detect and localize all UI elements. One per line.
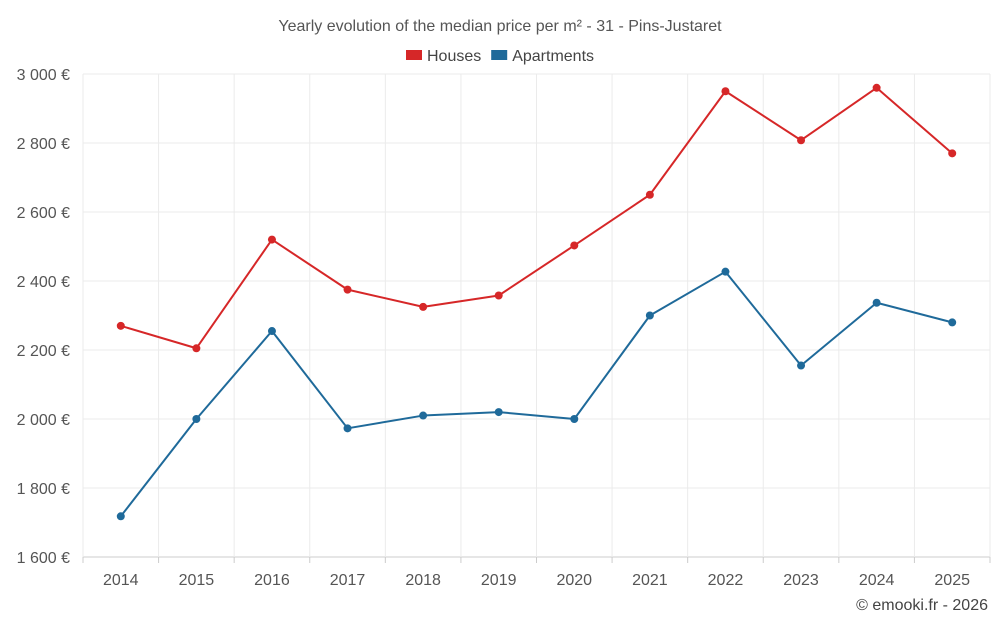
legend-label: Houses — [427, 48, 481, 65]
y-tick-label: 2 000 € — [17, 412, 70, 429]
data-point-apartments[interactable] — [192, 415, 201, 423]
legend-label: Apartments — [512, 48, 594, 65]
data-point-apartments[interactable] — [494, 408, 503, 417]
y-tick-label: 1 800 € — [17, 481, 70, 498]
data-point-apartments[interactable] — [267, 327, 276, 336]
data-point-houses[interactable] — [797, 136, 806, 145]
data-point-apartments[interactable] — [116, 512, 125, 521]
data-point-apartments[interactable] — [570, 415, 579, 423]
data-point-houses[interactable] — [645, 190, 654, 199]
data-point-houses[interactable] — [948, 149, 957, 158]
data-point-houses[interactable] — [419, 302, 428, 311]
y-tick-label: 2 600 € — [17, 205, 70, 222]
series — [116, 83, 957, 521]
data-point-houses[interactable] — [343, 285, 352, 294]
y-tick-label: 3 000 € — [17, 67, 70, 84]
data-point-houses[interactable] — [570, 241, 579, 250]
y-tick-label: 2 800 € — [17, 136, 70, 153]
series-houses — [116, 83, 957, 353]
grid — [82, 73, 991, 563]
x-tick-label: 2014 — [103, 572, 139, 589]
x-tick-label: 2017 — [330, 572, 366, 589]
data-point-houses[interactable] — [267, 235, 276, 244]
x-tick-label: 2025 — [934, 572, 970, 589]
y-tick-label: 1 600 € — [17, 550, 70, 567]
legend-swatch — [406, 50, 422, 60]
data-point-apartments[interactable] — [721, 267, 730, 276]
x-tick-label: 2015 — [179, 572, 215, 589]
series-line-houses — [120, 86, 953, 350]
chart-title: Yearly evolution of the median price per… — [278, 18, 722, 35]
data-point-apartments[interactable] — [645, 311, 654, 320]
credit-text: © emooki.fr - 2026 — [856, 597, 988, 614]
data-point-houses[interactable] — [721, 87, 730, 96]
data-point-apartments[interactable] — [948, 318, 957, 327]
data-point-houses[interactable] — [116, 321, 125, 330]
legend-item-apartments[interactable]: Apartments — [491, 48, 594, 65]
y-axis-ticks: 1 600 € 1 800 € 2 000 € 2 200 € 2 400 € 2 600… — [17, 67, 70, 567]
data-point-apartments[interactable] — [797, 361, 806, 370]
y-tick-label: 2 200 € — [17, 343, 70, 360]
x-axis-ticks: 2014 2015 2016 2017 2018 2019 2020 2021 2022 2023… — [103, 572, 970, 589]
x-tick-label: 2018 — [405, 572, 441, 589]
data-point-houses[interactable] — [872, 83, 881, 92]
data-point-apartments[interactable] — [872, 298, 881, 307]
x-tick-label: 2020 — [556, 572, 592, 589]
x-tick-label: 2019 — [481, 572, 517, 589]
x-tick-label: 2022 — [708, 572, 744, 589]
legend-item-houses[interactable]: Houses — [406, 48, 481, 65]
legend-swatch — [491, 50, 508, 60]
data-point-apartments[interactable] — [419, 411, 428, 420]
x-tick-label: 2023 — [783, 572, 819, 589]
series-line-apartments — [120, 270, 953, 517]
x-tick-label: 2021 — [632, 572, 668, 589]
x-tick-label: 2016 — [254, 572, 290, 589]
legend: Houses Apartments — [406, 48, 594, 65]
data-point-houses[interactable] — [192, 344, 201, 353]
x-tick-label: 2024 — [859, 572, 895, 589]
series-apartments — [116, 267, 957, 521]
y-tick-label: 2 400 € — [17, 274, 70, 291]
data-point-houses[interactable] — [494, 291, 503, 300]
data-point-apartments[interactable] — [343, 424, 352, 433]
